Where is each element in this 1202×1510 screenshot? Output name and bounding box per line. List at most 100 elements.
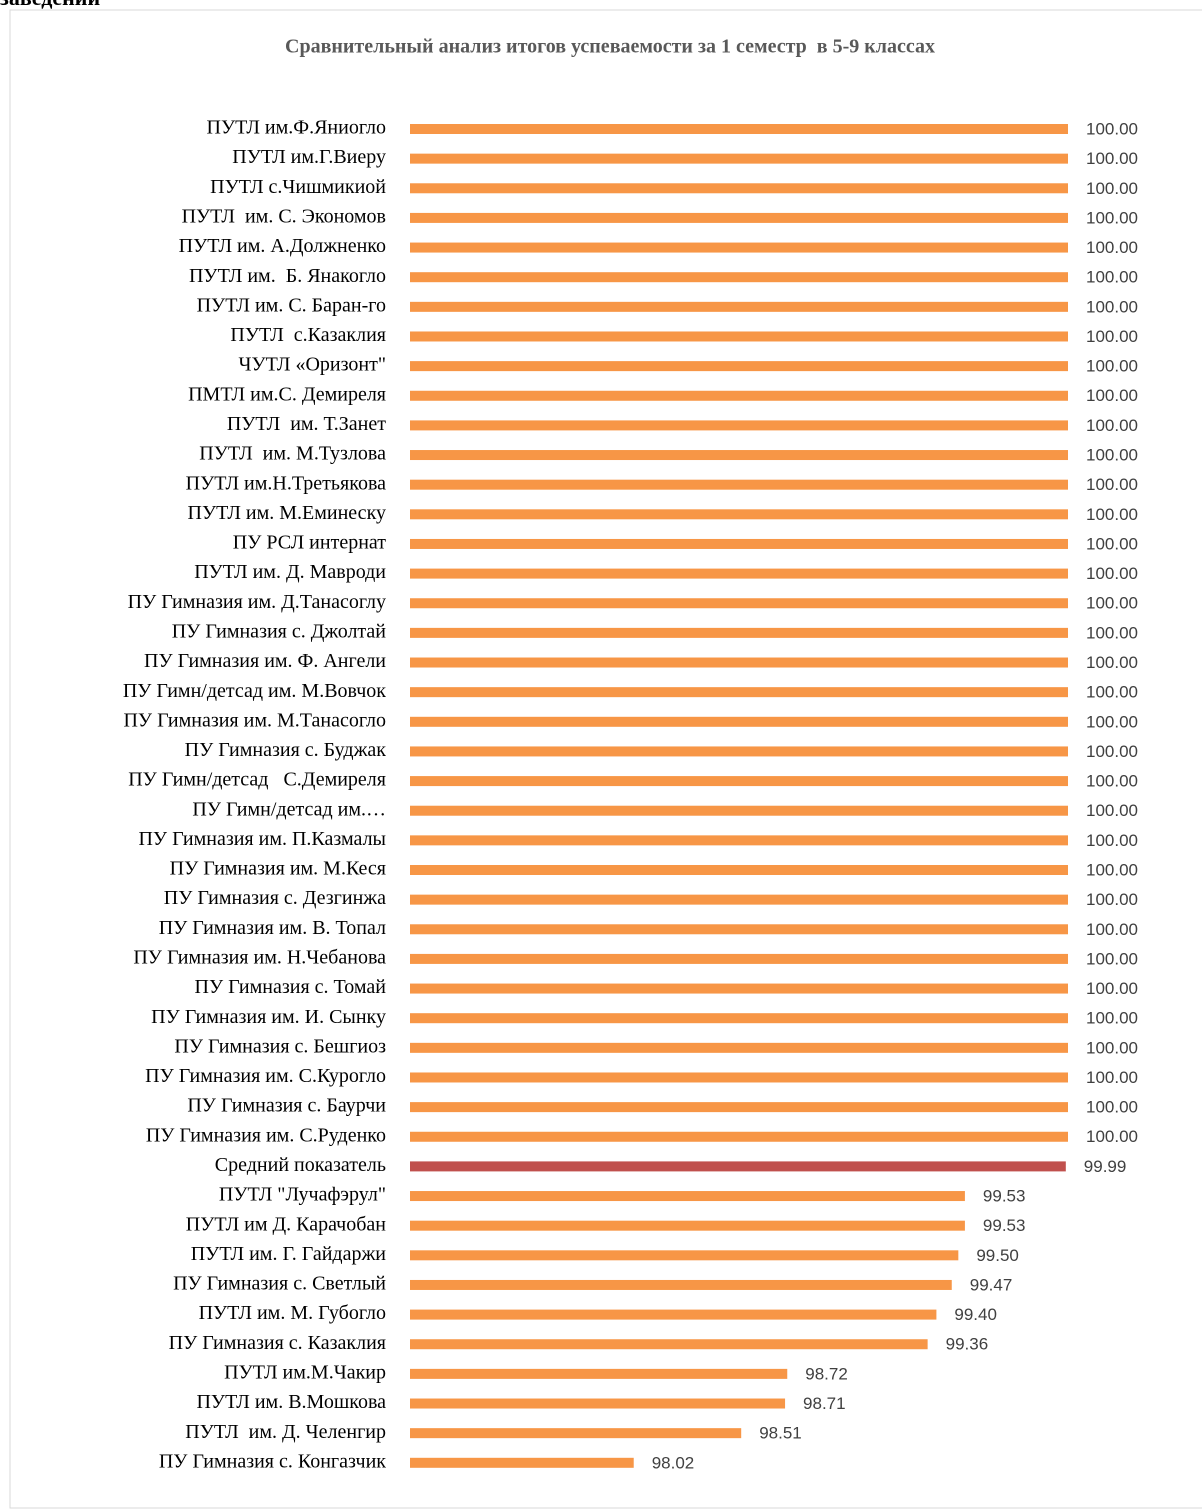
bar bbox=[410, 1339, 928, 1350]
value-label: 100.00 bbox=[1086, 1127, 1138, 1146]
bar bbox=[410, 1072, 1068, 1083]
category-label: ПУ Гимназия им. П.Казмалы bbox=[138, 828, 386, 850]
category-label: ПУТЛ им. М. Губогло bbox=[199, 1302, 386, 1324]
value-label: 99.53 bbox=[983, 1187, 1026, 1206]
category-label: ПУТЛ им. А.Должненко bbox=[179, 235, 386, 257]
bar bbox=[410, 153, 1068, 164]
value-label: 100.00 bbox=[1086, 712, 1138, 731]
bar bbox=[410, 420, 1068, 431]
value-label: 100.00 bbox=[1086, 505, 1138, 524]
value-label: 98.02 bbox=[652, 1453, 695, 1472]
value-label: 100.00 bbox=[1086, 119, 1138, 138]
category-label: ПУТЛ им. С. Экономов bbox=[182, 206, 386, 228]
value-label: 100.00 bbox=[1086, 357, 1138, 376]
bar bbox=[410, 568, 1068, 579]
bar bbox=[410, 272, 1068, 283]
value-label: 100.00 bbox=[1086, 297, 1138, 316]
bar bbox=[410, 805, 1068, 816]
bar bbox=[410, 1102, 1068, 1113]
bar bbox=[410, 509, 1068, 520]
heading: заведений bbox=[0, 0, 100, 10]
bar bbox=[410, 1250, 959, 1261]
bar bbox=[410, 1398, 786, 1409]
category-label: ПУ Гимназия им. М.Танасогло bbox=[123, 709, 386, 731]
category-label: ПУТЛ им. В.Мошкова bbox=[196, 1391, 386, 1413]
value-label: 99.99 bbox=[1084, 1157, 1127, 1176]
value-label: 100.00 bbox=[1086, 534, 1138, 553]
value-label: 100.00 bbox=[1086, 1009, 1138, 1028]
bar bbox=[410, 1042, 1068, 1053]
value-label: 100.00 bbox=[1086, 1068, 1138, 1087]
category-label: ПУ Гимназия с. Бешгиоз bbox=[174, 1035, 386, 1057]
category-label: ПУ Гимназия им. Ф. Ангели bbox=[144, 650, 386, 672]
value-label: 99.36 bbox=[946, 1335, 989, 1354]
category-label: ПУ Гимназия им. С.Руденко bbox=[146, 1124, 386, 1146]
value-label: 100.00 bbox=[1086, 475, 1138, 494]
category-label: ЧУТЛ «Оризонт" bbox=[239, 354, 386, 376]
value-label: 100.00 bbox=[1086, 1098, 1138, 1117]
value-label: 99.53 bbox=[983, 1216, 1026, 1235]
chart-title: Сравнительный анализ итогов успеваемости… bbox=[285, 36, 935, 58]
category-label: ПУ Гимназия с. Джолтай bbox=[172, 620, 387, 642]
bar bbox=[410, 183, 1068, 194]
category-label: ПУТЛ им.Ф.Яниогло bbox=[207, 117, 386, 139]
category-label: ПУ Гимназия им. И. Сынку bbox=[151, 1006, 386, 1028]
bar bbox=[410, 746, 1068, 757]
category-label: ПУ Гимназия с. Конгазчик bbox=[159, 1450, 386, 1472]
category-label: Средний показатель bbox=[215, 1154, 386, 1176]
value-label: 100.00 bbox=[1086, 268, 1138, 287]
category-label: ПУ РСЛ интернат bbox=[233, 532, 386, 554]
value-label: 100.00 bbox=[1086, 890, 1138, 909]
value-label: 100.00 bbox=[1086, 831, 1138, 850]
bar bbox=[410, 776, 1068, 787]
bar bbox=[410, 835, 1068, 846]
category-label: ПУТЛ с.Чишмикиой bbox=[210, 176, 386, 198]
bar bbox=[410, 983, 1068, 994]
value-label: 100.00 bbox=[1086, 386, 1138, 405]
category-label: ПУТЛ им.Г.Виеру bbox=[232, 146, 386, 168]
value-label: 100.00 bbox=[1086, 772, 1138, 791]
bar bbox=[410, 242, 1068, 253]
value-label: 99.40 bbox=[954, 1305, 997, 1324]
bar bbox=[410, 1457, 634, 1468]
category-label: ПУТЛ им Д. Карачобан bbox=[186, 1213, 387, 1235]
value-label: 98.72 bbox=[805, 1364, 848, 1383]
category-label: ПУ Гимназия с. Баурчи bbox=[187, 1095, 386, 1117]
value-label: 100.00 bbox=[1086, 683, 1138, 702]
bar bbox=[410, 1013, 1068, 1024]
value-label: 100.00 bbox=[1086, 446, 1138, 465]
value-label: 98.71 bbox=[803, 1394, 846, 1413]
category-label: ПУ Гимназия с. Казаклия bbox=[169, 1332, 386, 1354]
category-label: ПУ Гимназия с. Буджак bbox=[185, 739, 387, 761]
value-label: 100.00 bbox=[1086, 179, 1138, 198]
category-label: ПУТЛ им. Д. Челенгир bbox=[185, 1421, 386, 1443]
value-label: 99.47 bbox=[970, 1275, 1013, 1294]
value-label: 100.00 bbox=[1086, 860, 1138, 879]
bar bbox=[410, 212, 1068, 223]
category-label: ПУ Гимн/детсад им. М.Вовчок bbox=[123, 680, 386, 702]
bar bbox=[410, 1368, 788, 1379]
category-label: ПУТЛ им. С. Баран-го bbox=[197, 294, 386, 316]
category-label: ПУТЛ им. Б. Янакогло bbox=[189, 265, 386, 287]
value-label: 100.00 bbox=[1086, 801, 1138, 820]
bar bbox=[410, 1161, 1066, 1172]
chart-frame bbox=[9, 9, 1202, 1509]
bar bbox=[410, 687, 1068, 698]
value-label: 100.00 bbox=[1086, 327, 1138, 346]
value-label: 100.00 bbox=[1086, 1038, 1138, 1057]
value-label: 100.00 bbox=[1086, 653, 1138, 672]
value-label: 100.00 bbox=[1086, 920, 1138, 939]
category-label: ПУ Гимн/детсад С.Демиреля bbox=[128, 769, 386, 791]
category-label: ПУ Гимназия с. Дезгинжа bbox=[164, 887, 386, 909]
category-label: ПУ Гимназия им. Н.Чебанова bbox=[133, 947, 386, 969]
category-label: ПУТЛ им. Д. Мавроди bbox=[194, 561, 386, 583]
category-label: ПМТЛ им.С. Демиреля bbox=[188, 383, 386, 405]
bar bbox=[410, 1191, 965, 1202]
value-label: 98.51 bbox=[759, 1424, 802, 1443]
category-label: ПУ Гимназия с. Светлый bbox=[173, 1273, 386, 1295]
category-label: ПУТЛ им. Т.Занет bbox=[227, 413, 386, 435]
category-label: ПУТЛ им. М.Еминеску bbox=[188, 502, 387, 524]
bar bbox=[410, 450, 1068, 461]
